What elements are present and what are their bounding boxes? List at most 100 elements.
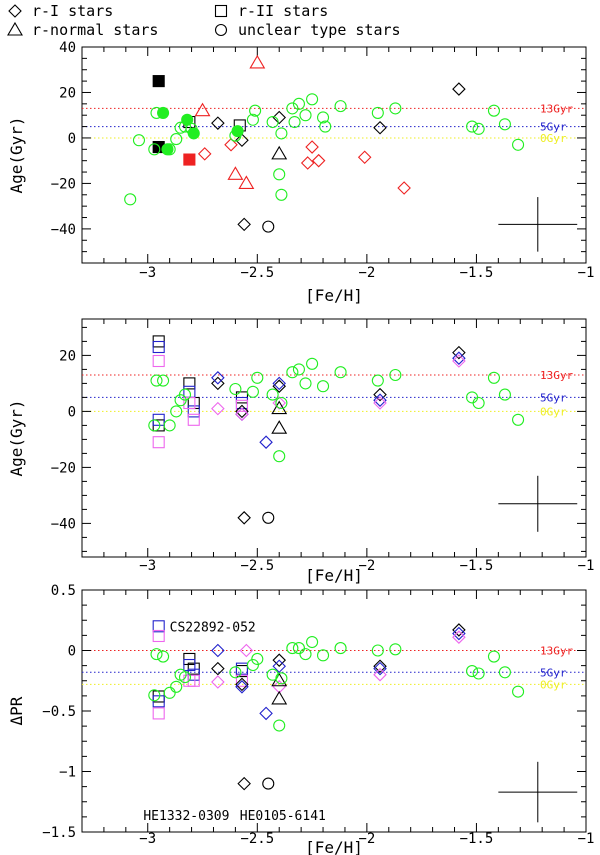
x-tick-label: −3 <box>139 558 156 574</box>
point-circle-green <box>498 666 511 679</box>
point-circle-black <box>262 220 275 233</box>
point-circle-black <box>262 777 275 790</box>
point-circle-green <box>512 685 525 698</box>
point-circle-green <box>487 371 501 384</box>
point-diamond-magenta <box>373 667 387 682</box>
point-square-red <box>183 153 196 166</box>
point-circle-green <box>246 658 259 672</box>
point-diamond-red <box>397 181 411 195</box>
point-square-black <box>183 377 196 390</box>
point-circle-green <box>299 109 312 122</box>
x-tick-label: −2 <box>358 265 375 281</box>
y-tick-label: −1 <box>59 765 76 781</box>
point-circle-green <box>157 374 170 387</box>
y-tick-label: 0.5 <box>51 583 76 599</box>
legend-marker-circle <box>214 23 228 37</box>
point-circle-green <box>251 371 264 384</box>
point-triangle-red <box>227 166 244 180</box>
point-circle-green <box>157 106 170 119</box>
point-diamond-black <box>211 116 225 130</box>
reference-line-label: 0Gyr <box>540 678 567 691</box>
point-circle-green <box>472 667 485 680</box>
point-diamond-magenta <box>235 407 249 421</box>
x-tick-label: −2.5 <box>240 558 274 574</box>
point-circle-green <box>170 133 183 146</box>
point-diamond-black <box>272 379 286 393</box>
point-circle-green <box>316 111 330 124</box>
point-diamond-blue <box>373 661 387 676</box>
point-diamond-blue <box>235 680 249 694</box>
point-triangle-black <box>271 400 288 415</box>
x-tick-label: −1 <box>578 265 595 281</box>
point-diamond-magenta <box>211 401 225 416</box>
point-circle-green <box>306 357 319 370</box>
x-axis-label: [Fe/H] <box>305 566 363 585</box>
point-square-magenta <box>152 354 165 368</box>
point-square-magenta <box>187 674 200 687</box>
point-circle-green <box>163 686 176 699</box>
point-diamond-magenta <box>373 396 387 410</box>
point-triangle-red <box>194 102 211 117</box>
point-circle-green <box>185 122 198 135</box>
point-circle-green <box>275 672 288 685</box>
point-circle-green <box>275 188 288 201</box>
point-diamond-black <box>373 120 387 135</box>
point-diamond-magenta <box>272 396 286 410</box>
point-triangle-black <box>271 690 288 705</box>
legend-marker-triangle <box>7 21 23 36</box>
point-circle-green <box>371 374 384 387</box>
point-circle-green <box>371 644 384 657</box>
point-circle-green <box>148 419 161 432</box>
point-diamond-red <box>224 137 238 152</box>
point-diamond-red <box>305 140 319 154</box>
point-diamond-blue <box>452 626 466 641</box>
point-circle-green <box>273 719 286 732</box>
point-square-magenta <box>187 413 200 426</box>
point-square-black <box>187 396 200 410</box>
x-tick-label: −3 <box>139 265 156 281</box>
point-square-magenta <box>235 674 249 687</box>
y-tick-label: 20 <box>59 85 76 101</box>
point-circle-green <box>150 106 163 119</box>
reference-line-label: 13Gyr <box>540 102 573 115</box>
point-diamond-magenta <box>239 643 254 658</box>
point-circle-green <box>266 388 279 401</box>
y-tick-label: −0.5 <box>42 704 76 720</box>
point-circle-green <box>273 450 286 463</box>
point-circle-green <box>273 168 286 181</box>
point-circle-green <box>163 143 176 156</box>
legend-label: unclear type stars <box>238 21 401 39</box>
x-tick-label: −2 <box>358 558 375 574</box>
point-diamond-magenta <box>211 675 225 689</box>
point-diamond-blue <box>452 351 466 365</box>
point-triangle-red <box>238 175 255 189</box>
point-circle-green <box>148 143 161 156</box>
point-circle-green <box>286 102 299 115</box>
y-tick-label: 0 <box>68 644 76 660</box>
point-circle-green <box>466 665 479 678</box>
y-axis-label: ΔPR <box>7 696 26 725</box>
reference-line-label: 5Gyr <box>540 666 567 679</box>
point-circle-green <box>150 648 163 661</box>
plot-frame <box>81 318 587 558</box>
point-circle-green <box>124 193 137 206</box>
point-circle-green <box>389 102 402 115</box>
y-tick-label: 0 <box>68 131 76 147</box>
y-tick-label: 20 <box>59 348 76 364</box>
x-tick-label: −2 <box>358 831 375 847</box>
point-circle-green <box>512 413 525 426</box>
point-circle-green <box>472 396 485 410</box>
point-diamond-magenta <box>452 630 466 644</box>
point-circle-green <box>487 650 501 663</box>
point-circle-green <box>251 652 264 666</box>
point-circle-green <box>266 115 279 129</box>
legend-marker-square <box>214 4 228 18</box>
point-diamond-black <box>452 82 466 96</box>
y-tick-label: 40 <box>59 40 76 56</box>
point-circle-green <box>275 127 288 140</box>
y-tick-label: −40 <box>51 222 76 238</box>
point-circle-green <box>286 642 299 655</box>
x-tick-label: −1.5 <box>460 831 494 847</box>
point-circle-green <box>163 419 176 432</box>
